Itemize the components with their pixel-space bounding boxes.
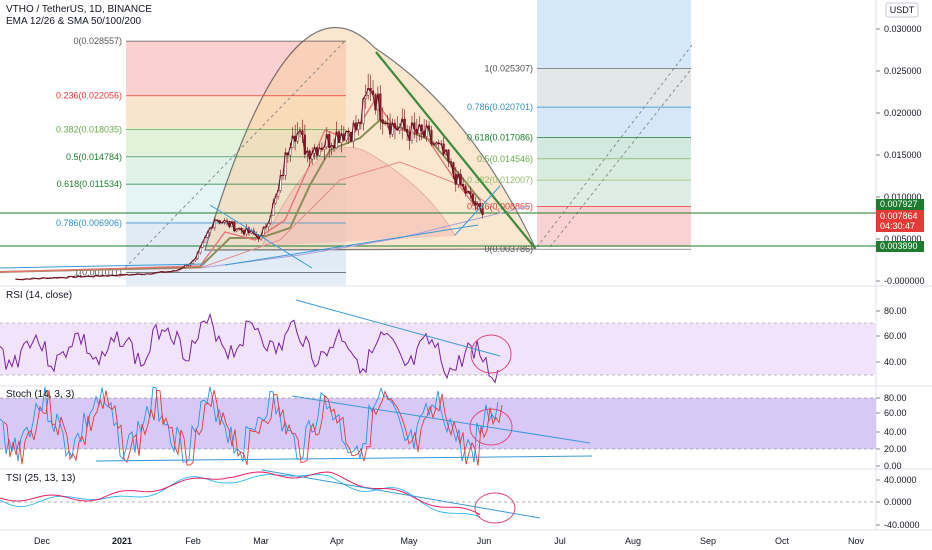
fib-level-label: 0.786(0.006906) [56, 218, 122, 228]
stoch-tick-label: 80.00 [884, 393, 907, 403]
dashed-trend-left[interactable] [124, 40, 346, 269]
fib-level-label: 0.236(0.022056) [56, 91, 122, 101]
rsi-tick-label: 40.00 [884, 357, 907, 367]
badge-support [876, 241, 924, 252]
tsi-tick-label: 0.0000 [884, 497, 912, 507]
fib-zone [537, 137, 691, 158]
parabola-arc[interactable] [204, 27, 537, 251]
fib-lines: 0(0.028557) 0.236(0.022056) 0.382(0.018035… [56, 36, 691, 278]
time-tick-label: Oct [775, 536, 790, 546]
fib-level-label: 0.382(0.018035) [56, 125, 122, 135]
stoch-d-line [3, 389, 503, 466]
blue-trend-a[interactable] [209, 204, 313, 269]
time-tick-label: 2021 [112, 536, 132, 546]
stoch-trendline-bottom[interactable] [95, 455, 593, 462]
ema-slow-line [0, 118, 481, 273]
fib-level-label: 0.618(0.011534) [57, 179, 122, 189]
fib-level-label: 0(0.028557) [73, 36, 122, 46]
fib-extension-right[interactable] [537, 0, 691, 247]
fib-level-label: 0.382(0.012007) [467, 175, 533, 185]
time-tick-label: Nov [848, 536, 865, 546]
tsi-pane[interactable]: TSI (25, 13, 13) [0, 469, 876, 524]
tsi-trendline[interactable] [261, 469, 541, 519]
rsi-circle[interactable] [470, 334, 512, 374]
stoch-circle[interactable] [469, 408, 513, 446]
stoch-tick-label: 0.00 [884, 461, 902, 471]
fib-level-label: 0.5(0.014546) [477, 154, 533, 164]
rsi-trendline[interactable] [295, 299, 501, 357]
rsi-title: RSI (14, close) [6, 290, 72, 301]
stoch-band [0, 398, 876, 449]
currency-button[interactable] [885, 2, 919, 18]
fib-zone [537, 206, 691, 247]
tsi-tick-label: -40.0000 [884, 520, 920, 530]
fib-zone [537, 158, 691, 179]
indicators-header: EMA 12/26 & SMA 50/100/200 [6, 16, 142, 27]
time-tick-label: Mar [253, 536, 269, 546]
tsi-line [0, 471, 481, 515]
time-tick-label: Sep [700, 536, 716, 546]
price-line [15, 87, 484, 281]
fib-zone [537, 106, 691, 137]
badge-price-current-text: 0.007927 [880, 199, 918, 209]
stoch-k-line [0, 386, 499, 463]
currency-label: USDT [890, 5, 915, 15]
stoch-title: Stoch (14, 3, 3) [6, 389, 74, 400]
stoch-pane[interactable]: Stoch (14, 3, 3) [0, 386, 876, 466]
rsi-pane[interactable]: RSI (14, close) [0, 290, 876, 384]
inner-arc[interactable] [261, 146, 456, 247]
blue-trend-c[interactable] [454, 185, 501, 236]
fib-level-label: 1(0.001011) [74, 268, 122, 278]
price-tick-label: 0.030000 [884, 24, 922, 34]
price-axis[interactable]: 0.030000 0.025000 0.020000 0.015000 0.010000… [876, 24, 925, 286]
time-tick-label: Aug [625, 536, 641, 546]
rsi-tick-label: 60.00 [884, 331, 907, 341]
rsi-band [0, 323, 876, 375]
badge-last-price [876, 210, 924, 232]
fib-level-label: 0.618(0.017086) [467, 132, 533, 142]
badge-price-current [876, 199, 924, 210]
time-tick-label: Feb [185, 536, 201, 546]
price-tick-label: 0.015000 [884, 150, 922, 160]
symbol-header: VTHO / TetherUS, 1D, BINANCE [6, 4, 152, 15]
fib-level-label: 0.786(0.020701) [467, 102, 533, 112]
time-tick-label: Apr [330, 536, 344, 546]
rsi-tick-label: 80.00 [884, 306, 907, 316]
time-tick-label: Jul [554, 536, 566, 546]
fib-zone [126, 267, 346, 285]
price-tick-label: 0.005000 [884, 234, 922, 244]
price-badges: 0.007927 0.007864 04:30:47 0.003890 [876, 199, 924, 252]
stoch-trendline-top[interactable] [291, 395, 591, 444]
time-tick-label: May [400, 536, 418, 546]
tsi-title: TSI (25, 13, 13) [6, 473, 75, 484]
stoch-tick-label: 40.00 [884, 427, 907, 437]
rsi-line [0, 312, 499, 384]
downtrend-line[interactable] [375, 51, 536, 249]
fib-zone [537, 68, 691, 106]
badge-support-text: 0.003890 [880, 241, 918, 251]
fib-level-label: 0.5(0.014784) [66, 152, 122, 162]
tsi-circle[interactable] [474, 492, 516, 524]
fib-level-label: 1(0.025307) [484, 63, 533, 73]
tsi-tick-label: 40.0000 [884, 475, 917, 485]
badge-last-price-text: 0.007864 [880, 211, 918, 221]
stoch-tick-label: 60.00 [884, 408, 907, 418]
time-tick-label: Jun [477, 536, 492, 546]
indicator-axes[interactable]: 80.00 60.00 40.00 80.00 60.00 40.00 20.00 0.00 4… [876, 306, 920, 530]
stoch-tick-label: 20.00 [884, 444, 907, 454]
badge-countdown-text: 04:30:47 [880, 221, 915, 231]
price-tick-label: 0.025000 [884, 66, 922, 76]
time-axis[interactable]: Dec 2021 Feb Mar Apr May Jun Jul Aug Sep Oct Nov [34, 536, 865, 546]
dashed-trend-right-b[interactable] [549, 67, 693, 248]
time-tick-label: Dec [34, 536, 51, 546]
price-tick-label: 0.010000 [884, 192, 922, 202]
price-tick-label: -0.000000 [884, 276, 925, 286]
price-tick-label: 0.020000 [884, 108, 922, 118]
blue-trend-b[interactable] [224, 224, 479, 266]
baseline-trend[interactable] [0, 263, 206, 269]
tsi-signal-line [0, 474, 481, 518]
fib-level-label: 0(0.003786) [484, 244, 533, 254]
fib-zone [537, 179, 691, 206]
